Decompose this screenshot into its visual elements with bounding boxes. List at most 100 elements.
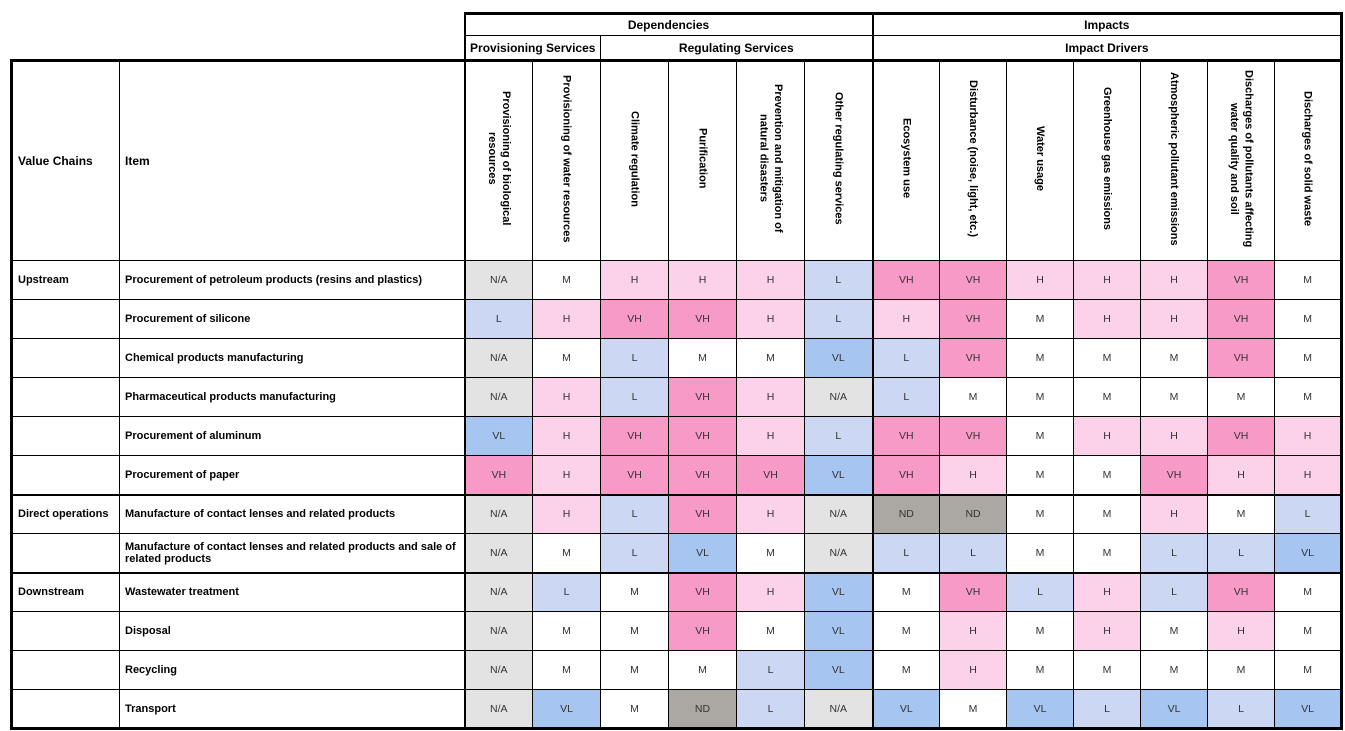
- rating-cell: ND: [668, 689, 737, 730]
- column-header-label: Discharges of solid waste: [1301, 90, 1314, 227]
- rating-cell: L: [1274, 493, 1344, 534]
- rating-cell: L: [871, 338, 941, 378]
- rating-cell: N/A: [803, 689, 874, 730]
- rating-cell: ND: [871, 493, 941, 534]
- rating-cell: VH: [736, 455, 805, 495]
- rating-cell: L: [803, 416, 874, 456]
- value-chain-cell: [10, 611, 120, 651]
- rating-cell: N/A: [463, 493, 533, 534]
- rating-cell: H: [1073, 299, 1142, 339]
- rating-cell: N/A: [803, 533, 874, 573]
- rating-cell: L: [1140, 533, 1209, 573]
- rating-cell: M: [1073, 493, 1142, 534]
- rating-cell: H: [1140, 299, 1209, 339]
- rating-cell: VL: [668, 533, 737, 573]
- rating-cell: VH: [939, 260, 1008, 300]
- rating-cell: M: [600, 689, 669, 730]
- value-chain-cell: [10, 533, 120, 573]
- rating-cell: N/A: [463, 611, 533, 651]
- rating-cell: H: [871, 299, 941, 339]
- rating-cell: L: [532, 571, 601, 612]
- item-cell: Pharmaceutical products manufacturing: [119, 377, 465, 417]
- table-row: Disposal N/A M M VH M VL M H M H M H M: [10, 611, 1344, 651]
- rating-cell: M: [871, 571, 941, 612]
- rating-cell: H: [1274, 416, 1344, 456]
- rating-cell: N/A: [463, 650, 533, 690]
- rating-cell: VH: [871, 455, 941, 495]
- column-header-disturbance-noise-light-etc: Disturbance (noise, light, etc.): [939, 59, 1008, 261]
- rating-cell: H: [532, 299, 601, 339]
- rating-cell: M: [1073, 455, 1142, 495]
- rating-cell: VL: [532, 689, 601, 730]
- rating-cell: VH: [871, 416, 941, 456]
- rating-cell: VL: [1140, 689, 1209, 730]
- rating-cell: VH: [1207, 571, 1276, 612]
- item-cell: Recycling: [119, 650, 465, 690]
- rating-cell: VL: [803, 650, 874, 690]
- rating-cell: VH: [600, 299, 669, 339]
- column-header-provisioning-of-water-resources: Provisioning of water resources: [532, 59, 601, 261]
- rating-cell: L: [736, 650, 805, 690]
- rating-cell: VH: [463, 455, 533, 495]
- rating-cell: M: [1006, 377, 1075, 417]
- rating-cell: H: [939, 650, 1008, 690]
- rating-cell: VH: [668, 377, 737, 417]
- rating-cell: M: [1140, 650, 1209, 690]
- rating-cell: M: [736, 611, 805, 651]
- value-chain-cell: [10, 377, 120, 417]
- dependencies-group-header: Dependencies: [463, 12, 874, 36]
- column-header-climate-regulation: Climate regulation: [600, 59, 669, 261]
- value-chains-header: Value Chains: [10, 59, 120, 261]
- rating-cell: H: [939, 611, 1008, 651]
- value-chain-cell: [10, 650, 120, 690]
- rating-cell: M: [668, 338, 737, 378]
- rating-cell: N/A: [463, 689, 533, 730]
- rating-cell: L: [871, 377, 941, 417]
- column-header-label: Prevention and mitigation of natural dis…: [757, 84, 784, 233]
- rating-cell: M: [1073, 650, 1142, 690]
- rating-cell: H: [736, 571, 805, 612]
- rating-cell: H: [736, 416, 805, 456]
- rating-cell: M: [1274, 377, 1344, 417]
- rating-cell: L: [600, 493, 669, 534]
- rating-cell: M: [1073, 377, 1142, 417]
- rating-cell: M: [532, 260, 601, 300]
- rating-cell: H: [736, 377, 805, 417]
- rating-cell: VL: [1274, 533, 1344, 573]
- regulating-services-header: Regulating Services: [599, 35, 874, 61]
- rating-cell: H: [1207, 455, 1276, 495]
- rating-cell: N/A: [463, 571, 533, 612]
- rating-cell: H: [532, 416, 601, 456]
- rating-cell: M: [1207, 377, 1276, 417]
- value-chain-cell: [10, 338, 120, 378]
- rating-cell: M: [1073, 338, 1142, 378]
- rating-cell: M: [668, 650, 737, 690]
- rating-cell: H: [939, 455, 1008, 495]
- rating-cell: H: [668, 260, 737, 300]
- rating-cell: M: [1274, 571, 1344, 612]
- rating-cell: VL: [803, 338, 874, 378]
- rating-cell: L: [1073, 689, 1142, 730]
- rating-cell: VH: [600, 455, 669, 495]
- rating-cell: N/A: [463, 260, 533, 300]
- rating-cell: M: [1006, 455, 1075, 495]
- item-cell: Procurement of petroleum products (resin…: [119, 260, 465, 300]
- rating-cell: H: [532, 455, 601, 495]
- rating-cell: VH: [600, 416, 669, 456]
- column-header-provisioning-of-biological-resources: Provisioning of biological resources: [463, 59, 533, 261]
- column-header-ecosystem-use: Ecosystem use: [871, 59, 941, 261]
- rating-cell: H: [600, 260, 669, 300]
- rating-cell: N/A: [463, 338, 533, 378]
- rating-cell: L: [871, 533, 941, 573]
- rating-cell: L: [1006, 571, 1075, 612]
- column-header-water-usage: Water usage: [1006, 59, 1075, 261]
- item-cell: Procurement of paper: [119, 455, 465, 495]
- rating-cell: VH: [668, 493, 737, 534]
- table-row: Downstream Wastewater treatment N/A L M VH H VL…: [10, 571, 1344, 612]
- rating-cell: M: [1006, 416, 1075, 456]
- rating-cell: M: [1274, 338, 1344, 378]
- rating-cell: VH: [871, 260, 941, 300]
- corner-blank: [11, 13, 465, 61]
- column-header-other-regulating-services: Other regulating services: [803, 59, 874, 261]
- rating-cell: M: [1006, 533, 1075, 573]
